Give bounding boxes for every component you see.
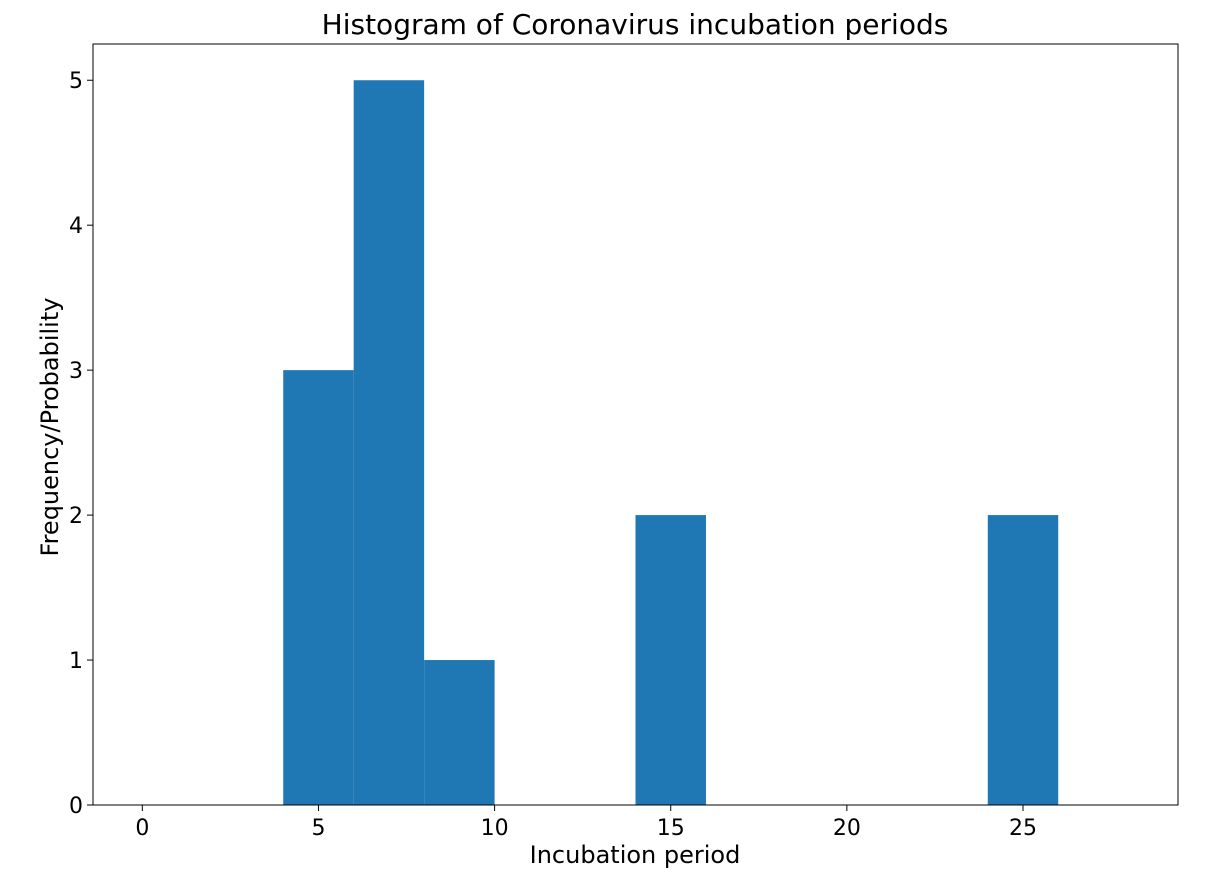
y-tick-label-4: 4 <box>69 214 83 239</box>
plot-frame <box>92 43 1179 806</box>
x-tick-label-5: 25 <box>1009 816 1037 841</box>
y-tick-label-5: 5 <box>69 69 83 94</box>
histogram-bar-4 <box>987 515 1059 805</box>
y-tick-label-2: 2 <box>69 504 83 529</box>
x-axis-label: Incubation period <box>530 841 741 869</box>
histogram-bar-3 <box>635 515 706 805</box>
y-tick-label-0: 0 <box>69 794 83 819</box>
y-axis-label: Frequency/Probability <box>36 298 64 557</box>
histogram-bar-1 <box>353 80 425 805</box>
x-tick-label-1: 5 <box>311 816 325 841</box>
histogram-bar-2 <box>424 660 495 805</box>
x-tick-label-2: 10 <box>481 816 509 841</box>
y-tick-label-1: 1 <box>69 649 83 674</box>
x-tick-label-4: 20 <box>833 816 861 841</box>
x-axis-ticks: 0 5 10 15 20 25 <box>135 805 1037 841</box>
y-axis-ticks: 0 1 2 3 4 5 <box>69 69 93 819</box>
y-tick-label-3: 3 <box>69 359 83 384</box>
x-tick-label-3: 15 <box>657 816 685 841</box>
x-tick-label-0: 0 <box>135 816 149 841</box>
chart-title: Histogram of Coronavirus incubation peri… <box>322 8 949 41</box>
histogram-bar-0 <box>283 370 354 805</box>
bars-layer <box>283 80 1059 805</box>
